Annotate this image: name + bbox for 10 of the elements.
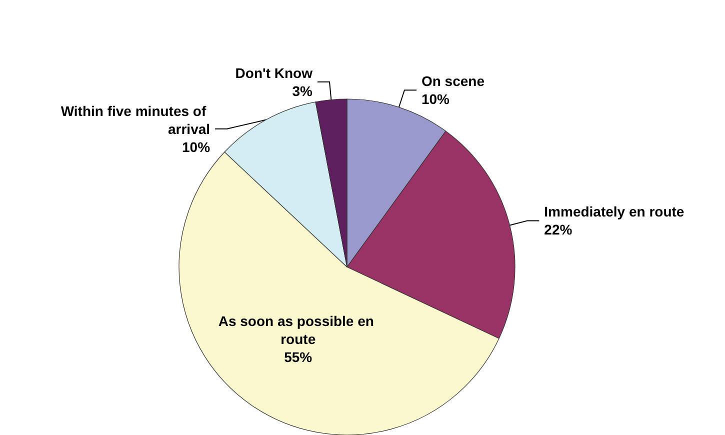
slice-label: As soon as possible en route: [218, 312, 378, 347]
slice-label: Don't Know: [235, 64, 313, 81]
data-label: 22%: [544, 222, 573, 238]
data-label: 10%: [421, 91, 450, 108]
slice-label: Within five minutes of arrival: [60, 102, 210, 137]
slice-label: On scene: [421, 73, 485, 90]
data-label: 55%: [284, 348, 313, 365]
slice-label: Immediately en route: [544, 204, 684, 220]
data-label: 10%: [182, 138, 211, 155]
data-label: 3%: [292, 82, 314, 99]
